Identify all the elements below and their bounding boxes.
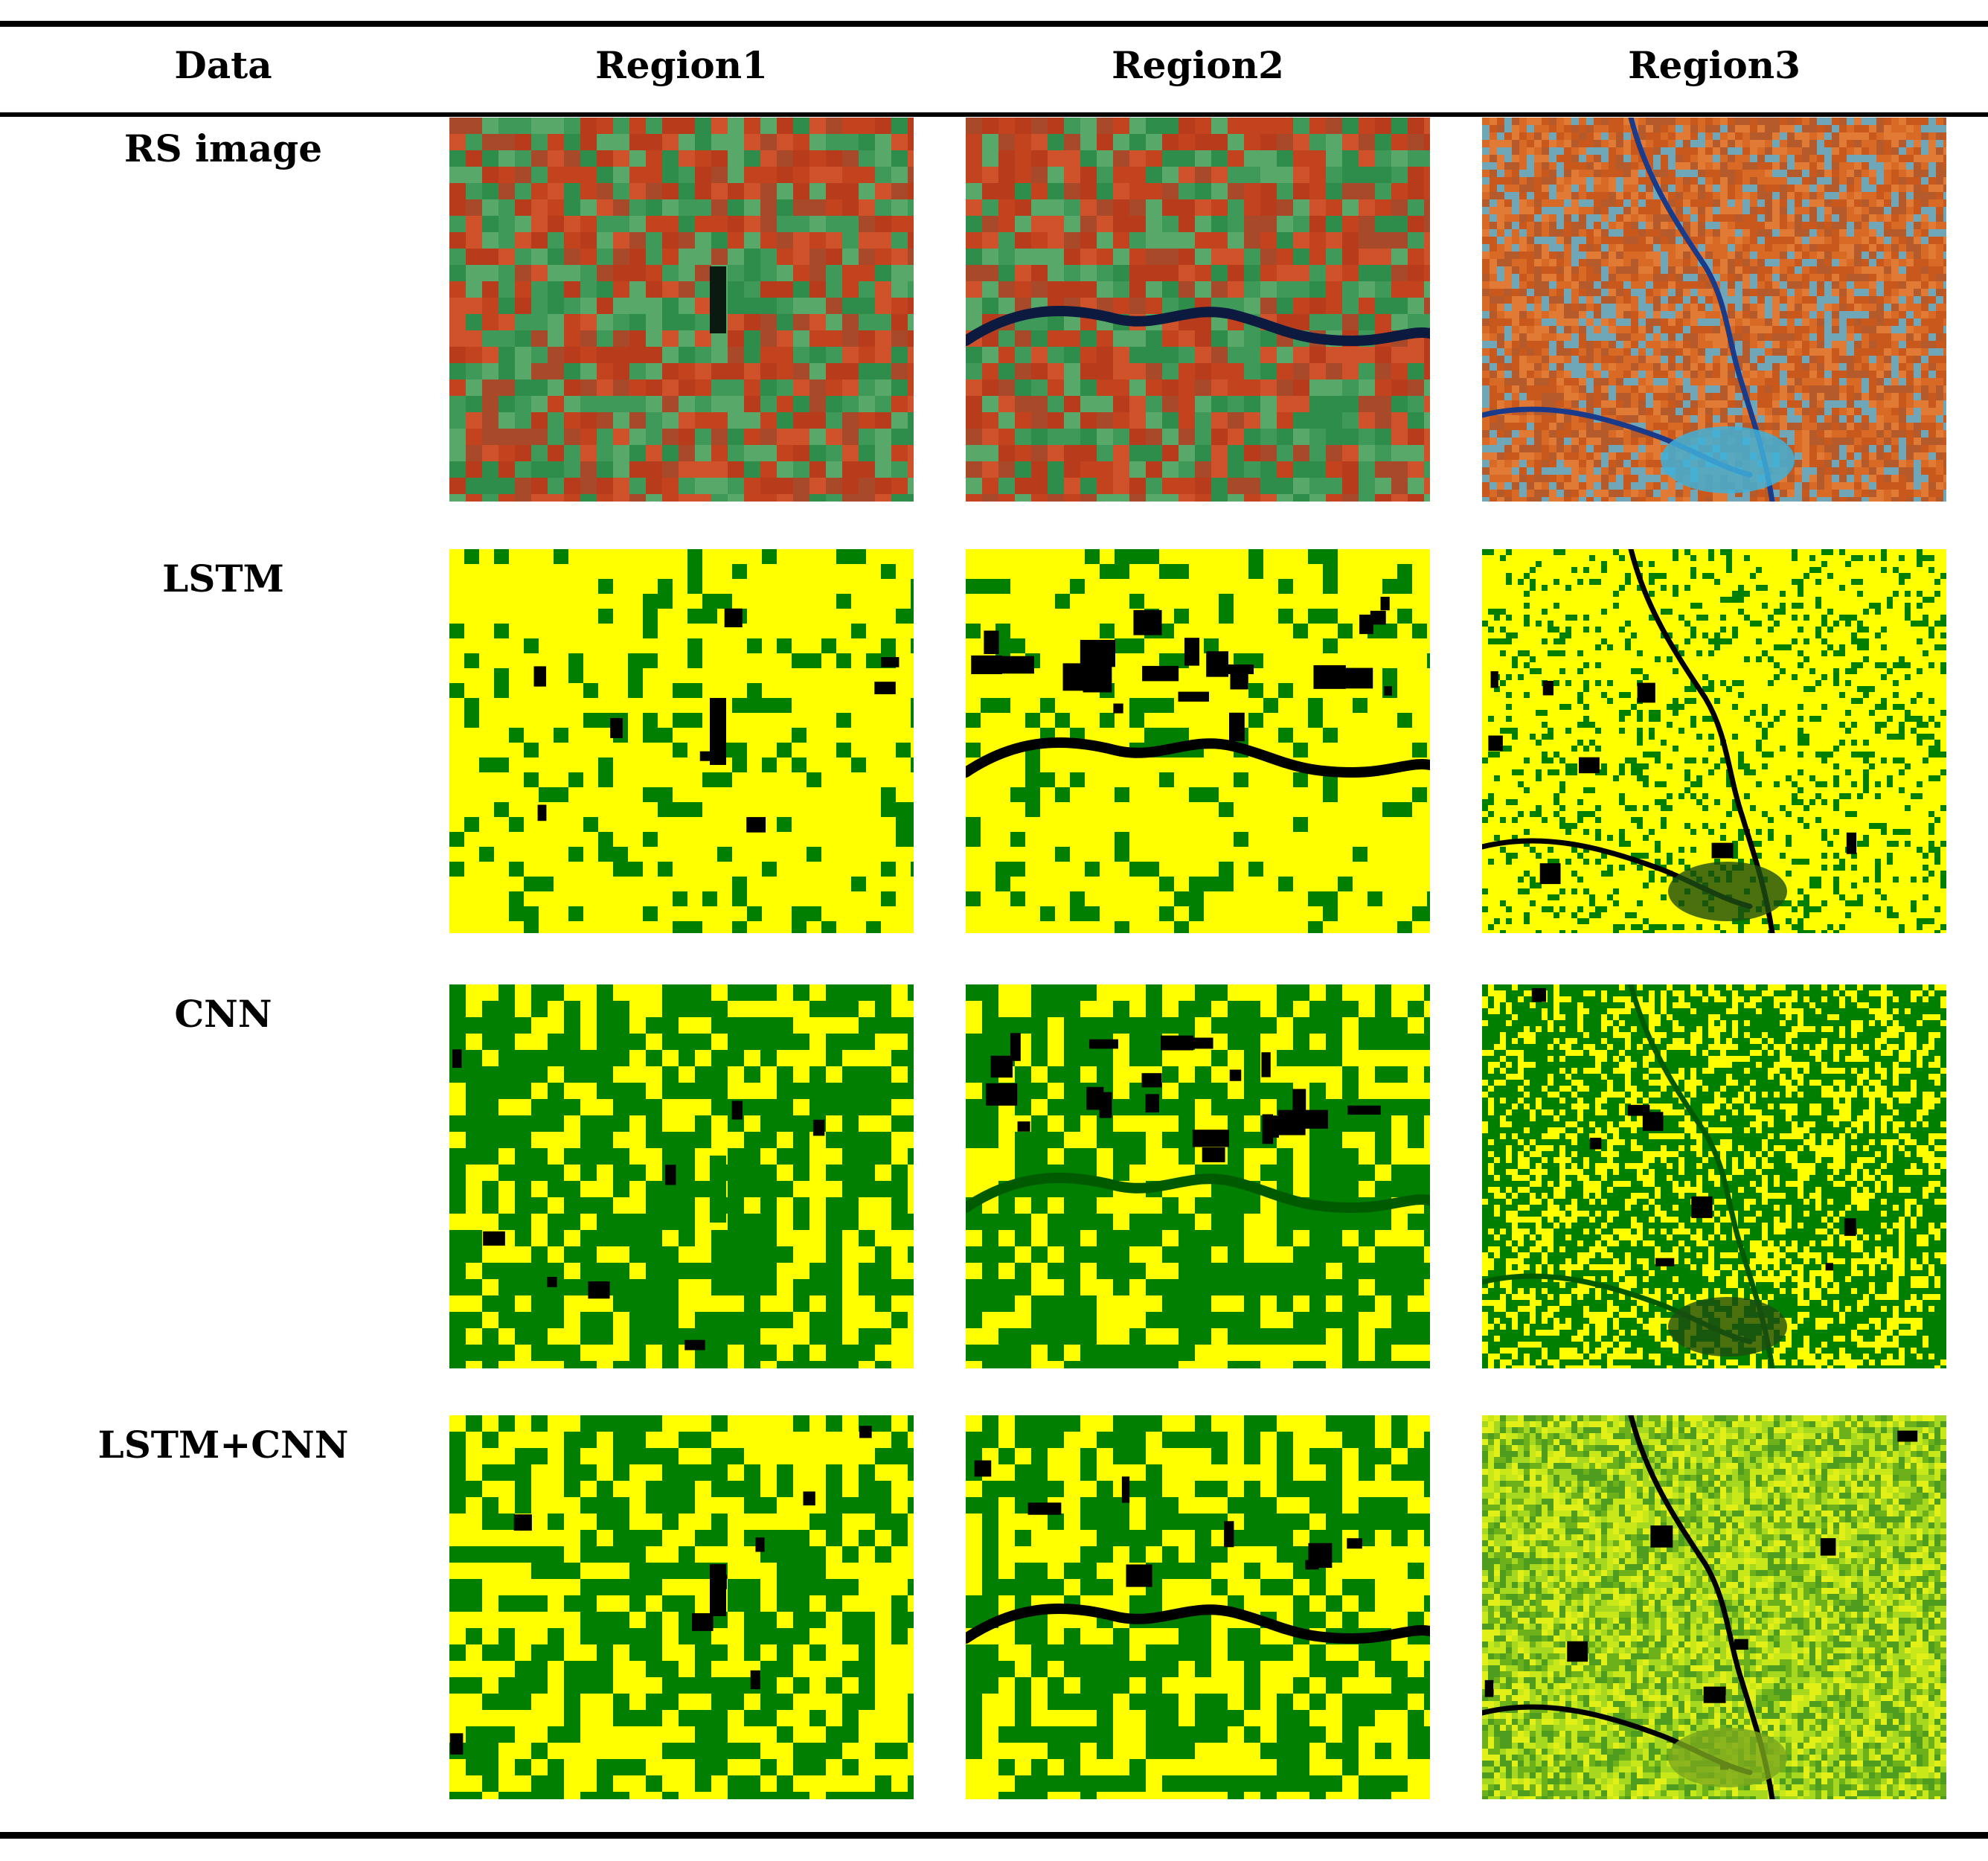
rs-image-region3-map [1482,118,1946,502]
lstm-cnn-region2-map [966,1415,1430,1799]
row-label-lstm-cnn: LSTM+CNN [97,1423,349,1467]
lstm-cnn-region3-map [1482,1415,1946,1799]
lstm-region1-map [449,549,914,933]
cnn-region1-map [449,984,914,1368]
header-region2: Region2 [1112,43,1284,87]
table-bottom-rule [0,1832,1988,1839]
row-label-cnn: CNN [174,992,272,1036]
table-top-rule [0,21,1988,27]
row-label-rs-image: RS image [124,126,323,170]
header-data: Data [174,43,272,87]
rs-image-region1-map [449,118,914,502]
rs-image-region2-map [966,118,1430,502]
lstm-cnn-region1-map [449,1415,914,1799]
header-region3: Region3 [1628,43,1801,87]
row-label-lstm: LSTM [162,557,284,600]
lstm-region3-map [1482,549,1946,933]
table-header-rule [0,112,1988,117]
header-region1: Region1 [595,43,768,87]
cnn-region3-map [1482,984,1946,1368]
lstm-region2-map [966,549,1430,933]
cnn-region2-map [966,984,1430,1368]
